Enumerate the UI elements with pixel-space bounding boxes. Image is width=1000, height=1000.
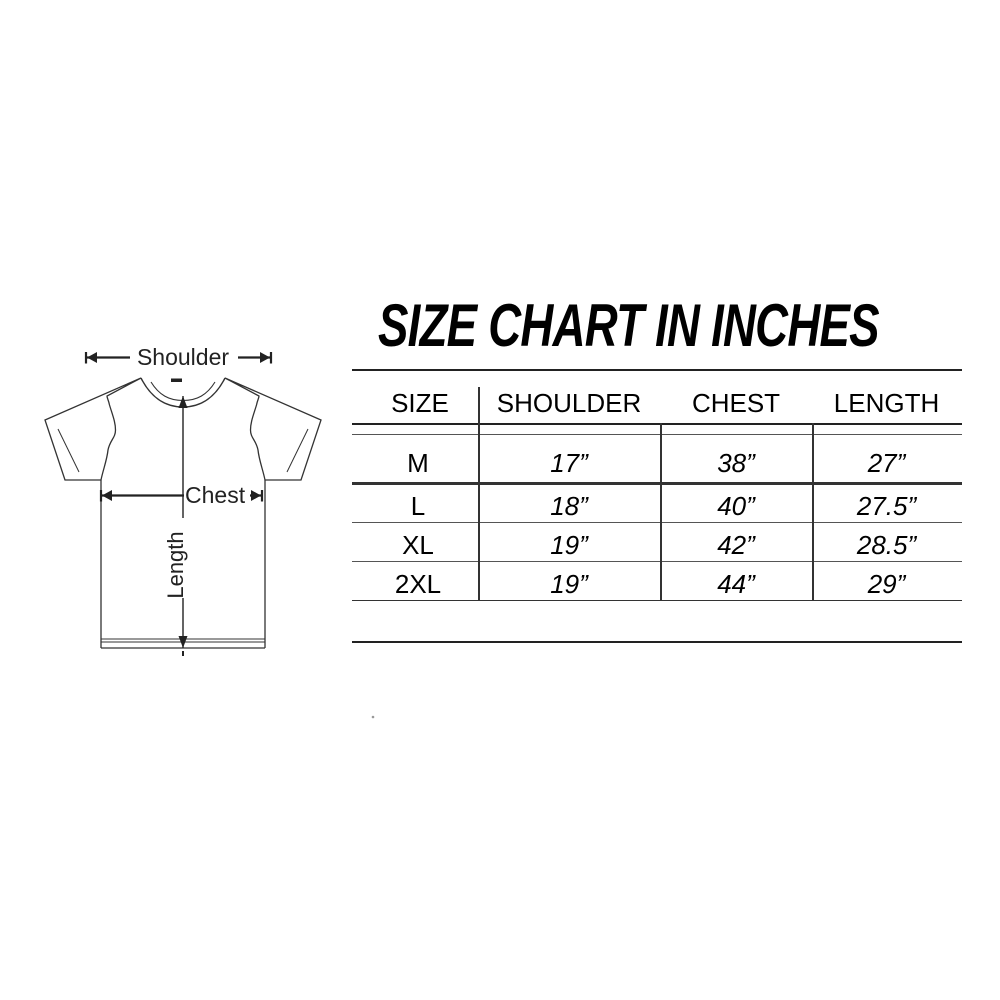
svg-text:Shoulder: Shoulder: [137, 344, 229, 370]
svg-text:Chest: Chest: [185, 482, 246, 508]
svg-text:Length: Length: [163, 531, 188, 598]
